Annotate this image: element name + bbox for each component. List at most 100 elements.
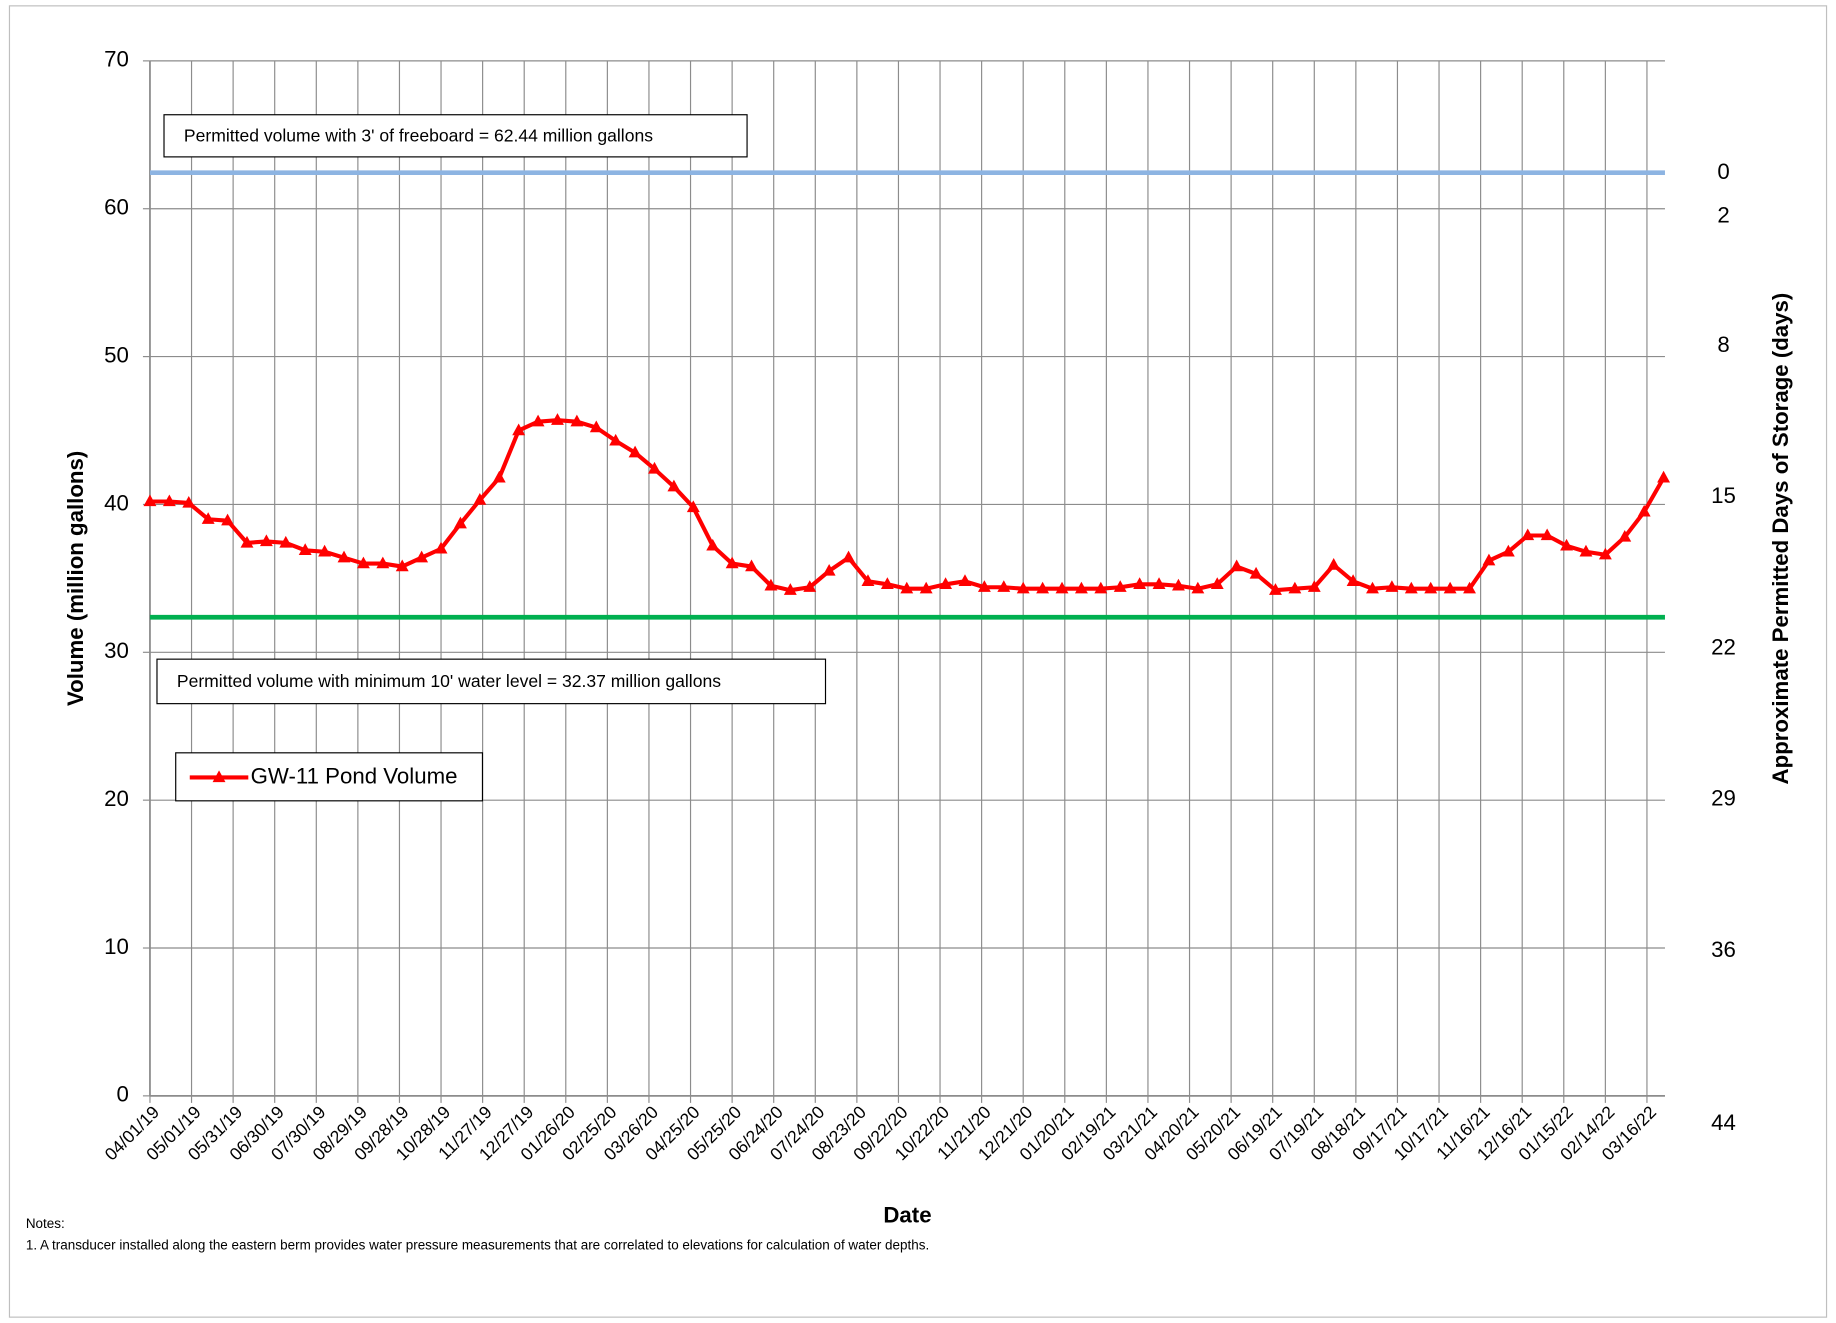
- data-point: [1366, 581, 1379, 594]
- data-point: [997, 580, 1011, 592]
- y2-tick-label: 0: [1717, 159, 1729, 184]
- data-point: [376, 556, 390, 569]
- data-point: [1307, 580, 1321, 592]
- data-point: [1288, 581, 1302, 594]
- data-point: [667, 479, 681, 492]
- data-point: [1346, 574, 1360, 587]
- y2-tick-label: 44: [1711, 1110, 1736, 1135]
- data-point: [1443, 581, 1457, 594]
- data-point: [725, 556, 739, 569]
- data-point: [415, 550, 429, 563]
- data-point: [609, 433, 623, 446]
- data-point: [454, 516, 467, 529]
- data-point: [318, 544, 332, 557]
- data-point: [648, 461, 661, 474]
- y-tick-label: 60: [104, 195, 129, 220]
- data-point: [356, 556, 370, 569]
- data-point: [1152, 577, 1166, 589]
- y2-tick-label: 22: [1711, 634, 1736, 659]
- data-point: [221, 513, 235, 526]
- y2-tick-label: 29: [1711, 786, 1736, 811]
- data-point: [1618, 529, 1632, 542]
- data-point: [1113, 580, 1127, 592]
- data-point: [551, 413, 564, 425]
- annotation-box: [156, 658, 827, 705]
- data-point: [240, 535, 254, 548]
- data-point: [1055, 581, 1069, 594]
- data-point: [842, 550, 855, 563]
- data-point: [589, 420, 603, 433]
- data-point: [1269, 583, 1282, 595]
- data-point: [570, 414, 584, 427]
- y2-tick-label: 2: [1717, 202, 1729, 227]
- data-point: [1327, 558, 1341, 570]
- y-tick-label: 70: [104, 47, 129, 72]
- data-point: [1036, 581, 1050, 594]
- y2-tick-label: 15: [1711, 483, 1736, 508]
- data-point: [143, 494, 157, 507]
- data-point: [1191, 581, 1205, 594]
- data-point: [1637, 504, 1651, 517]
- data-point: [1463, 581, 1476, 594]
- data-point: [1172, 578, 1185, 591]
- data-point: [1560, 538, 1573, 551]
- data-point: [473, 492, 487, 505]
- y-tick-label: 50: [104, 342, 129, 367]
- data-point: [1230, 559, 1244, 572]
- y2-axis-title: Approximate Permitted Days of Storage (d…: [1768, 293, 1793, 785]
- data-point: [1501, 544, 1515, 557]
- data-point: [1404, 581, 1418, 594]
- data-point: [162, 494, 176, 507]
- data-point: [977, 580, 991, 592]
- legend: GW-11 Pond Volume: [175, 752, 484, 802]
- y2-tick-label: 8: [1717, 332, 1729, 357]
- data-point: [803, 580, 817, 592]
- note-text: 1. A transducer installed along the east…: [26, 1237, 929, 1252]
- data-point: [1133, 577, 1147, 589]
- y-tick-label: 10: [104, 934, 129, 959]
- data-point: [900, 581, 914, 594]
- data-point: [1385, 580, 1399, 592]
- data-point: [939, 577, 953, 589]
- data-point: [434, 541, 448, 554]
- y-tick-label: 40: [104, 490, 129, 515]
- x-axis-title: Date: [883, 1202, 931, 1227]
- data-point: [1657, 470, 1671, 483]
- data-point: [1249, 566, 1263, 579]
- data-point: [783, 583, 797, 595]
- data-point: [628, 445, 642, 458]
- data-point: [764, 578, 778, 591]
- data-point: [298, 543, 312, 555]
- data-point: [492, 470, 506, 483]
- y-axis-title: Volume (million gallons): [63, 451, 88, 706]
- data-point: [1521, 528, 1535, 541]
- data-point: [861, 574, 875, 587]
- data-point: [279, 535, 293, 548]
- y-tick-label: 30: [104, 638, 129, 663]
- data-point: [512, 423, 526, 436]
- data-point: [1074, 581, 1088, 594]
- data-point: [1482, 553, 1496, 566]
- data-point: [745, 559, 758, 572]
- legend-marker: [212, 770, 226, 783]
- data-point: [1210, 577, 1224, 589]
- data-point: [1579, 544, 1593, 557]
- data-point: [201, 512, 215, 524]
- data-point: [1094, 581, 1108, 594]
- legend-label: GW-11 Pond Volume: [251, 763, 458, 788]
- data-point: [880, 577, 894, 589]
- data-point: [706, 538, 720, 551]
- data-point: [259, 534, 273, 547]
- notes-heading: Notes:: [26, 1216, 65, 1231]
- data-point: [1540, 528, 1554, 541]
- data-point: [1424, 581, 1438, 594]
- annotation: Permitted volume with minimum 10' water …: [177, 671, 721, 691]
- y-tick-label: 20: [104, 786, 129, 811]
- data-point: [822, 563, 836, 576]
- annotation-box: [163, 114, 748, 158]
- data-point: [531, 414, 545, 427]
- data-point: [1016, 581, 1030, 594]
- data-point: [919, 581, 933, 594]
- data-point: [958, 574, 972, 587]
